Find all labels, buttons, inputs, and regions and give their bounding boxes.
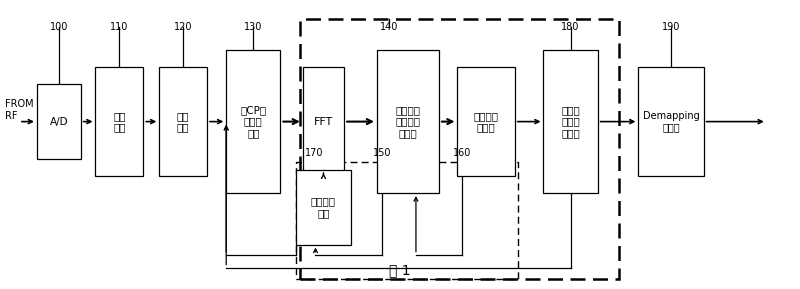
FancyBboxPatch shape (159, 67, 207, 176)
Text: 去CP及
时间窗
调整: 去CP及 时间窗 调整 (240, 105, 266, 138)
Text: 130: 130 (244, 22, 262, 32)
FancyBboxPatch shape (295, 170, 351, 245)
Text: 频率
同步: 频率 同步 (177, 111, 190, 132)
Text: 140: 140 (380, 22, 398, 32)
Text: 170: 170 (306, 148, 324, 158)
FancyBboxPatch shape (37, 84, 81, 159)
Text: 160: 160 (453, 148, 471, 158)
Text: 采样频
偏估计
和补偿: 采样频 偏估计 和补偿 (562, 105, 580, 138)
FancyBboxPatch shape (543, 50, 598, 193)
FancyBboxPatch shape (226, 50, 281, 193)
Text: 信道参数
估计: 信道参数 估计 (311, 197, 336, 218)
FancyBboxPatch shape (302, 67, 344, 176)
Text: 180: 180 (562, 22, 580, 32)
Text: 100: 100 (50, 22, 68, 32)
Text: 定时
同步: 定时 同步 (113, 111, 126, 132)
Text: 190: 190 (662, 22, 680, 32)
Text: Demapping
及解码: Demapping 及解码 (642, 111, 699, 132)
FancyBboxPatch shape (638, 67, 704, 176)
Text: 图 1: 图 1 (389, 264, 411, 277)
Text: FFT: FFT (314, 116, 333, 127)
Text: 信道和相
位补偿: 信道和相 位补偿 (474, 111, 498, 132)
FancyBboxPatch shape (458, 67, 515, 176)
Text: FROM
RF: FROM RF (6, 99, 34, 121)
Text: A/D: A/D (50, 116, 68, 127)
Text: 110: 110 (110, 22, 129, 32)
FancyBboxPatch shape (377, 50, 439, 193)
Text: 残余载波
频偏和相
位估计: 残余载波 频偏和相 位估计 (395, 105, 421, 138)
Text: 120: 120 (174, 22, 193, 32)
FancyBboxPatch shape (95, 67, 143, 176)
Text: 150: 150 (374, 148, 392, 158)
